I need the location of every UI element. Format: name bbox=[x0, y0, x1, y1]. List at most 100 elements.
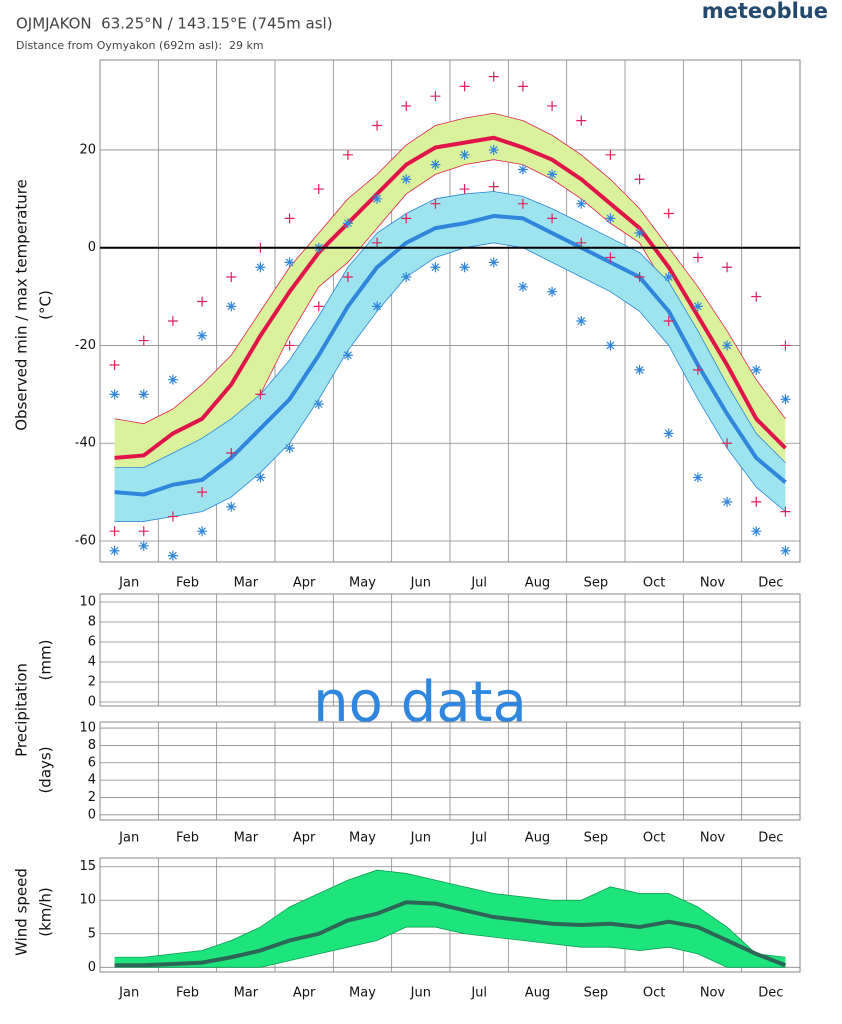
star-marker bbox=[634, 364, 645, 375]
star-marker bbox=[109, 545, 120, 556]
y-tick-label: 20 bbox=[79, 142, 96, 157]
plus-marker bbox=[459, 81, 470, 92]
star-marker bbox=[167, 374, 178, 385]
y-tick-label: 2 bbox=[88, 675, 96, 690]
star-marker bbox=[430, 159, 441, 170]
y-tick-label: 10 bbox=[79, 721, 96, 736]
x-tick-label: Feb bbox=[176, 831, 199, 846]
y-label: (days) bbox=[37, 746, 55, 793]
x-tick-label: Jan bbox=[118, 986, 139, 1001]
plus-marker bbox=[780, 506, 791, 517]
x-tick-label: Apr bbox=[293, 576, 316, 591]
plus-marker bbox=[722, 438, 733, 449]
band-edge bbox=[114, 112, 786, 425]
plus-marker bbox=[226, 272, 237, 283]
plus-marker bbox=[109, 360, 120, 371]
x-tick-label: Oct bbox=[643, 986, 665, 1001]
x-tick-label: Mar bbox=[234, 986, 259, 1001]
y-tick-label: 0 bbox=[88, 695, 96, 710]
plus-marker bbox=[605, 149, 616, 160]
x-tick-label: Jul bbox=[470, 576, 487, 591]
band bbox=[114, 191, 786, 522]
star-marker bbox=[605, 340, 616, 351]
plus-marker bbox=[488, 71, 499, 82]
star-marker bbox=[226, 301, 237, 312]
y-tick-label: 15 bbox=[79, 859, 96, 874]
x-tick-label: Jan bbox=[118, 576, 139, 591]
star-marker bbox=[751, 364, 762, 375]
y-tick-label: 5 bbox=[88, 926, 96, 941]
plus-marker bbox=[751, 291, 762, 302]
plus-marker bbox=[459, 184, 470, 195]
star-marker bbox=[663, 272, 674, 283]
y-label: (°C) bbox=[37, 290, 55, 320]
x-tick-label: Mar bbox=[234, 576, 259, 591]
star-marker bbox=[255, 472, 266, 483]
x-tick-label: May bbox=[349, 576, 376, 591]
y-tick-label: 6 bbox=[88, 635, 96, 650]
plus-marker bbox=[517, 81, 528, 92]
plus-marker bbox=[547, 213, 558, 224]
y-tick-label: 4 bbox=[88, 773, 96, 788]
subtitle: Distance from Oymyakon (692m asl): 29 km bbox=[16, 39, 264, 52]
star-marker bbox=[459, 149, 470, 160]
x-tick-label: Dec bbox=[758, 986, 783, 1001]
star-marker bbox=[372, 193, 383, 204]
x-tick-label: Jan bbox=[118, 831, 139, 846]
y-label: Wind speed bbox=[13, 868, 31, 956]
star-marker bbox=[109, 389, 120, 400]
y-label: Precipitation bbox=[13, 663, 31, 757]
band-edge bbox=[114, 191, 786, 469]
x-tick-label: Sep bbox=[584, 986, 609, 1001]
star-marker bbox=[197, 330, 208, 341]
x-tick-label: Feb bbox=[176, 576, 199, 591]
y-tick-label: 6 bbox=[88, 755, 96, 770]
x-tick-label: Dec bbox=[758, 576, 783, 591]
plus-marker bbox=[342, 272, 353, 283]
y-tick-label: 0 bbox=[88, 240, 96, 255]
x-tick-label: Dec bbox=[758, 831, 783, 846]
x-tick-label: Mar bbox=[234, 831, 259, 846]
plus-marker bbox=[401, 213, 412, 224]
x-tick-label: Aug bbox=[525, 831, 550, 846]
x-tick-label: Sep bbox=[584, 831, 609, 846]
x-tick-label: Aug bbox=[525, 576, 550, 591]
y-tick-label: 2 bbox=[88, 790, 96, 805]
plus-marker bbox=[780, 340, 791, 351]
x-tick-label: Nov bbox=[700, 831, 726, 846]
x-tick-label: Oct bbox=[643, 831, 665, 846]
plus-marker bbox=[372, 120, 383, 131]
plus-marker bbox=[663, 316, 674, 327]
star-marker bbox=[342, 218, 353, 229]
plus-marker bbox=[576, 115, 587, 126]
star-marker bbox=[401, 272, 412, 283]
star-marker bbox=[517, 281, 528, 292]
x-tick-label: Aug bbox=[525, 986, 550, 1001]
plus-marker bbox=[692, 252, 703, 263]
series-line bbox=[114, 213, 787, 497]
plus-marker bbox=[255, 389, 266, 400]
plus-marker bbox=[547, 100, 558, 111]
star-marker bbox=[226, 501, 237, 512]
x-tick-label: Nov bbox=[700, 986, 726, 1001]
plus-marker bbox=[197, 296, 208, 307]
x-tick-label: Jun bbox=[410, 831, 431, 846]
star-marker bbox=[167, 550, 178, 561]
plus-marker bbox=[167, 316, 178, 327]
star-marker bbox=[692, 472, 703, 483]
x-tick-label: May bbox=[349, 986, 376, 1001]
star-marker bbox=[780, 545, 791, 556]
series-line bbox=[114, 900, 787, 968]
plus-marker bbox=[663, 208, 674, 219]
band bbox=[114, 113, 786, 473]
plus-marker bbox=[372, 237, 383, 248]
plus-marker bbox=[634, 272, 645, 283]
plus-marker bbox=[284, 213, 295, 224]
plus-marker bbox=[226, 447, 237, 458]
plus-marker bbox=[722, 262, 733, 273]
title: OJMJAKON 63.25°N / 143.15°E (745m asl) bbox=[16, 15, 333, 33]
series-line bbox=[114, 135, 787, 460]
star-marker bbox=[722, 340, 733, 351]
star-marker bbox=[430, 262, 441, 273]
star-marker bbox=[605, 213, 616, 224]
